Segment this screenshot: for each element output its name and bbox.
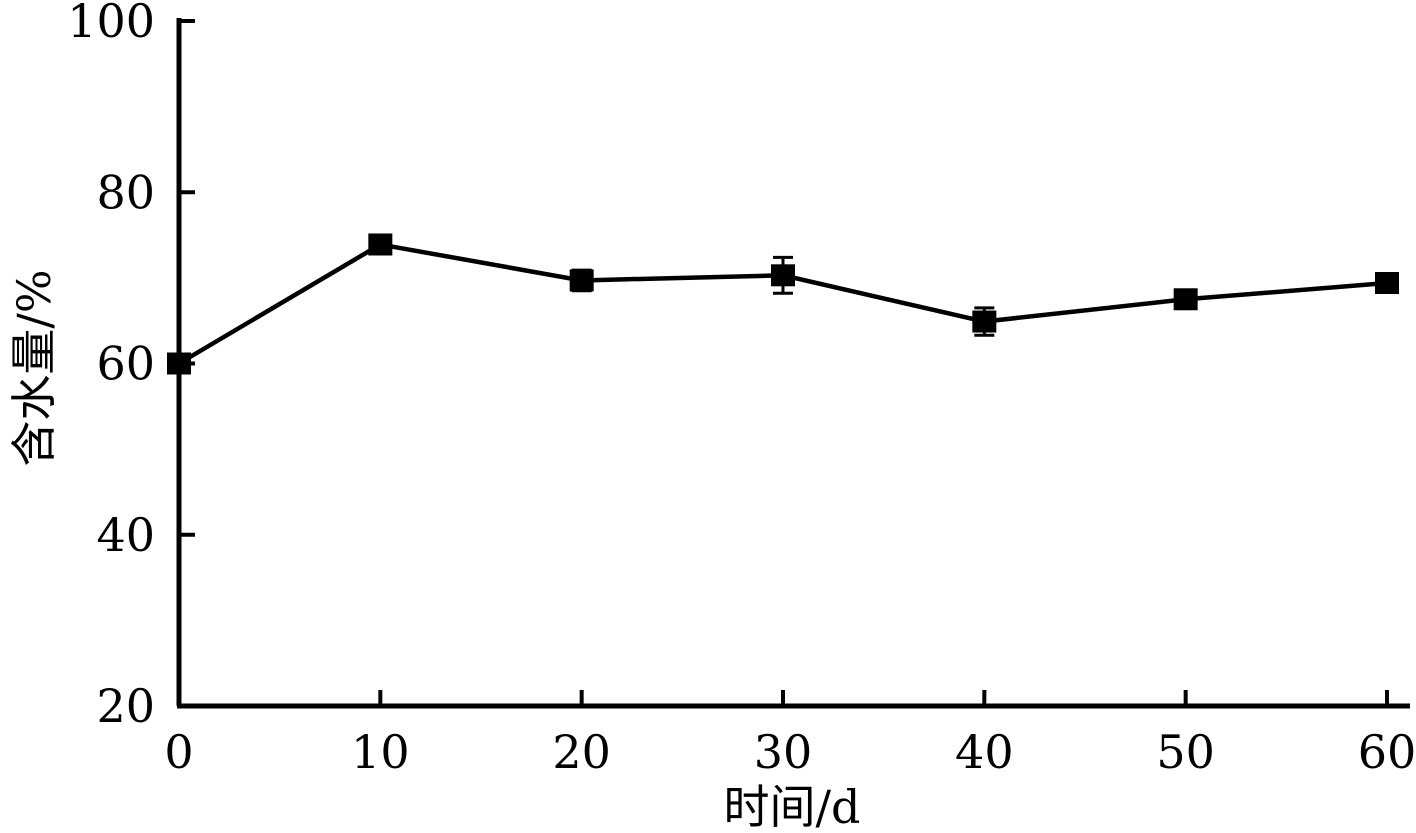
x-tick-label: 20 (552, 725, 611, 779)
y-tick-label: 80 (96, 165, 155, 219)
x-tick-label: 40 (955, 725, 1014, 779)
y-tick-label: 100 (67, 0, 155, 48)
data-point-marker (1375, 272, 1399, 295)
y-tick-label: 40 (96, 508, 155, 562)
data-point-marker (1173, 288, 1198, 311)
data-point-marker (771, 264, 795, 287)
x-tick-label: 0 (164, 725, 193, 779)
axes (176, 18, 1410, 709)
x-tick-label: 60 (1358, 725, 1416, 779)
series-group (167, 233, 1399, 375)
x-tick-label: 50 (1156, 725, 1215, 779)
data-point-marker (368, 233, 393, 256)
x-ticks: 0 10 20 30 40 50 60 (164, 690, 1416, 779)
x-tick-label: 10 (351, 725, 410, 779)
y-ticks: 20 40 60 80 100 (67, 0, 195, 733)
x-tick-label: 30 (754, 725, 813, 779)
data-point-marker (167, 352, 191, 375)
y-tick-label: 60 (96, 337, 155, 391)
y-axis-title: 含水量/% (7, 269, 61, 466)
y-tick-label: 20 (96, 679, 155, 733)
data-point-marker (569, 269, 594, 292)
data-point-marker (972, 310, 997, 333)
x-axis-title: 时间/d (724, 780, 861, 833)
